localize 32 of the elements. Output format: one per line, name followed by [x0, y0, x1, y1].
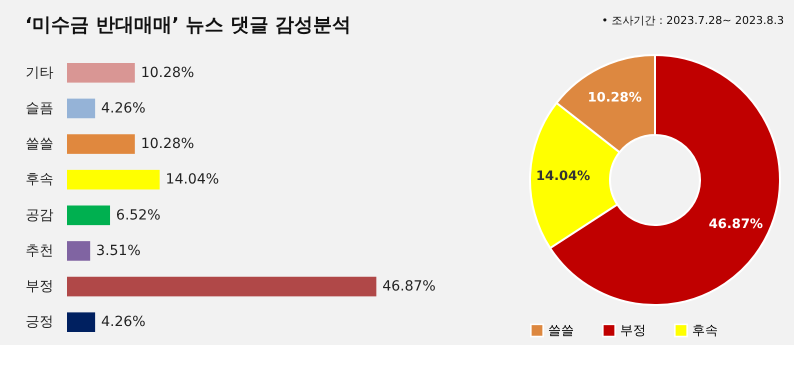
y-tick-label: 긍정: [26, 314, 54, 330]
text: • 조사기간 : 2023.7.28~ 2023.8.3: [602, 14, 784, 27]
data-label: 10.28%: [588, 90, 642, 106]
y-tick-label: 후속: [26, 172, 54, 188]
legend-label: 쓸쓸: [548, 323, 574, 338]
data-label: 10.28%: [140, 136, 194, 152]
y-tick-label: 기타: [26, 64, 54, 81]
data-label: 10.28%: [140, 64, 194, 81]
data-label: 14.04%: [536, 168, 590, 184]
bar: [67, 170, 160, 190]
y-tick-label: 부정: [26, 278, 54, 295]
data-label: 4.26%: [101, 100, 146, 116]
data-label: 4.26%: [101, 314, 146, 330]
data-label: 46.87%: [382, 278, 436, 295]
data-label: 6.52%: [116, 207, 161, 224]
data-label: 46.87%: [708, 216, 763, 232]
legend-label: 후속: [692, 323, 718, 338]
bar: [67, 312, 96, 332]
chart-title: ‘미수금 반대매매’ 뉴스 댓글 감성분석: [25, 14, 351, 36]
legend-label: 부정: [620, 323, 646, 338]
bar: [67, 98, 96, 118]
data-label: 3.51%: [96, 242, 141, 259]
bar: [67, 206, 110, 226]
y-tick-label: 쓸쓸: [26, 136, 54, 152]
bar: [67, 134, 135, 154]
y-tick-label: 공감: [26, 207, 54, 224]
bar: [67, 63, 135, 83]
y-tick-label: 추천: [26, 242, 54, 259]
data-label: 14.04%: [166, 172, 220, 188]
y-tick-label: 슬픔: [26, 100, 54, 116]
bar: [67, 276, 376, 296]
bar: [67, 241, 90, 261]
